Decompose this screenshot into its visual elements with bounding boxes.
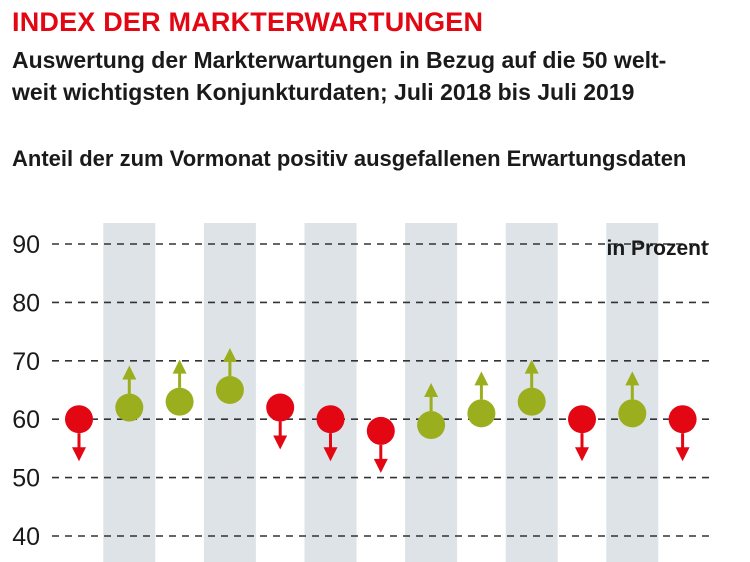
subtitle-line-1: Auswertung der Markterwartungen in Bezug… [12, 47, 667, 73]
arrow-up-head [424, 383, 439, 398]
data-point [266, 393, 295, 422]
chart-subtitle: Auswertung der Markterwartungen in Bezug… [12, 44, 742, 108]
data-point [316, 405, 345, 434]
arrow-up-head [625, 371, 640, 386]
y-tick-label: 90 [12, 231, 40, 259]
data-point [65, 405, 93, 434]
chart-description: Anteil der zum Vormonat positiv ausgefal… [12, 146, 687, 171]
arrow-up-head [172, 359, 187, 374]
data-point [165, 387, 194, 416]
y-tick-label: 60 [12, 406, 40, 434]
arrow-down-head [675, 447, 690, 462]
data-point [568, 405, 596, 434]
arrow-down-head [373, 458, 388, 473]
subtitle-line-2: weit wichtigsten Konjunkturdaten; Juli 2… [12, 79, 635, 105]
data-point [467, 399, 496, 428]
arrow-up-head [524, 359, 539, 374]
data-point [215, 376, 244, 404]
arrow-down-head [72, 447, 86, 462]
month-band [304, 223, 357, 562]
arrow-up-head [222, 348, 237, 362]
y-tick-label: 50 [12, 465, 40, 493]
data-point [517, 387, 546, 416]
data-point [366, 416, 395, 445]
y-tick-label: 80 [12, 289, 40, 317]
arrow-down-head [575, 447, 589, 462]
y-tick-label: 40 [12, 523, 40, 551]
data-point [417, 411, 446, 440]
arrow-up-head [474, 371, 489, 386]
data-point [618, 399, 647, 428]
arrow-down-head [273, 435, 288, 450]
unit-label: in Prozent [606, 237, 708, 260]
arrow-down-head [323, 447, 338, 462]
y-tick-label: 70 [12, 348, 40, 376]
data-point [115, 393, 144, 422]
chart-kicker: INDEX DER MARKTERWARTUNGEN [12, 7, 484, 37]
arrow-up-head [122, 365, 137, 380]
data-point [668, 405, 697, 434]
